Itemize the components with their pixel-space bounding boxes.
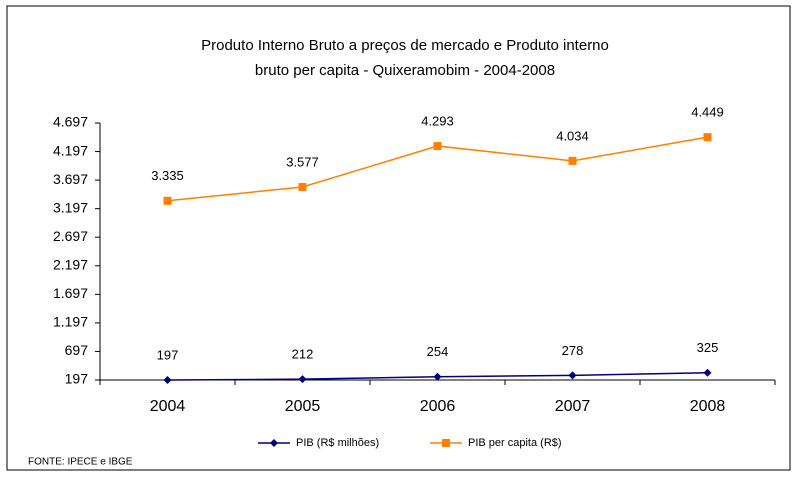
- data-point: [298, 182, 307, 191]
- y-tick-label: 4.197: [53, 142, 88, 158]
- y-tick-label: 4.697: [53, 114, 88, 130]
- legend-marker: [270, 439, 278, 447]
- data-point: [163, 196, 172, 205]
- data-label: 4.449: [691, 105, 724, 120]
- data-label: 3.577: [286, 154, 319, 169]
- data-label: 3.335: [151, 168, 184, 183]
- y-tick-label: 3.697: [53, 171, 88, 187]
- data-label: 254: [427, 344, 449, 359]
- data-point: [568, 371, 577, 380]
- x-tick-label: 2008: [690, 398, 726, 415]
- chart-title: bruto per capita - Quixeramobim - 2004-2…: [255, 62, 555, 79]
- data-point: [703, 368, 712, 377]
- x-tick-label: 2006: [420, 398, 456, 415]
- data-point: [163, 376, 172, 384]
- y-tick-label: 197: [65, 371, 89, 387]
- y-tick-label: 697: [65, 342, 89, 358]
- data-label: 197: [157, 347, 179, 362]
- data-point: [433, 142, 442, 151]
- data-label: 4.034: [556, 128, 589, 143]
- y-tick-label: 1.197: [53, 314, 88, 330]
- y-tick-label: 2.197: [53, 256, 88, 272]
- y-tick-label: 3.197: [53, 199, 88, 215]
- data-label: 212: [292, 347, 314, 362]
- data-point: [568, 156, 577, 165]
- data-point: [298, 375, 307, 384]
- data-label: 278: [562, 343, 584, 358]
- x-tick-label: 2007: [555, 398, 591, 415]
- data-label: 325: [697, 340, 719, 355]
- data-point: [433, 372, 442, 381]
- x-tick-label: 2005: [285, 398, 321, 415]
- chart-border: [6, 5, 791, 471]
- x-tick-label: 2004: [150, 398, 186, 415]
- legend-label: PIB (R$ milhões): [296, 437, 379, 449]
- data-point: [703, 133, 712, 142]
- legend-marker: [442, 439, 450, 447]
- data-label: 4.293: [421, 114, 454, 129]
- legend-label: PIB per capita (R$): [468, 437, 562, 449]
- source-note: FONTE: IPECE e IBGE: [28, 457, 133, 468]
- chart-title: Produto Interno Bruto a preços de mercad…: [201, 37, 609, 54]
- y-tick-label: 1.697: [53, 285, 88, 301]
- y-tick-label: 2.697: [53, 228, 88, 244]
